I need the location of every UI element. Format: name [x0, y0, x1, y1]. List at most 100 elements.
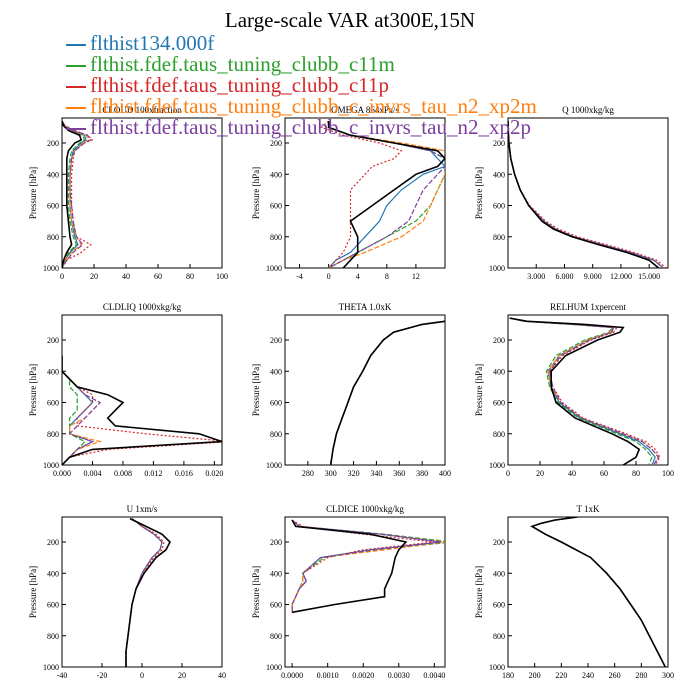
y-tick-label: 400 [493, 170, 505, 179]
panel-title: CLDLIQ 1000xkg/kg [103, 302, 182, 312]
series-line [508, 121, 664, 268]
plot-frame [507, 314, 669, 466]
series-line [530, 517, 666, 667]
y-tick-label: 200 [47, 139, 59, 148]
panel-title: THETA 1.0xK [339, 302, 392, 312]
series-line [320, 120, 403, 268]
series-line [508, 121, 664, 268]
panel-title: OMEGA 864xPa/s [331, 105, 399, 115]
y-axis-label: Pressure [hPa] [251, 566, 261, 618]
panel-title: RELHUM 1xpercent [550, 302, 626, 312]
panel: CLDLIQ 1000xkg/kg Pressure [hPa] 200 400 600… [28, 302, 223, 478]
x-tick-label: 80 [632, 469, 640, 478]
legend-label: flthist.fdef.taus_tuning_clubb_c11m [90, 52, 395, 76]
plot-frame [284, 516, 446, 668]
panel: THETA 1.0xK Pressure [hPa] 200 400 600 800 100… [251, 302, 451, 478]
series-line [62, 355, 222, 465]
y-axis-label: Pressure [hPa] [28, 167, 38, 219]
y-tick-label: 800 [493, 632, 505, 641]
x-tick-label: 40 [122, 272, 130, 281]
series-line [330, 320, 445, 465]
series-line [508, 121, 664, 268]
x-tick-label: 0.000 [53, 469, 71, 478]
x-tick-label: 20 [90, 272, 98, 281]
x-tick-label: 40 [568, 469, 576, 478]
series-line [530, 517, 666, 667]
y-tick-label: 800 [47, 430, 59, 439]
series-line [125, 517, 171, 667]
x-tick-label: 12 [412, 272, 420, 281]
x-tick-label: 20 [178, 671, 186, 680]
legend-label: flthist134.000f [90, 31, 215, 55]
y-tick-label: 200 [493, 336, 505, 345]
x-tick-label: 0.020 [205, 469, 223, 478]
y-tick-label: 200 [270, 336, 282, 345]
y-axis-label: Pressure [hPa] [28, 364, 38, 416]
y-tick-label: 800 [493, 430, 505, 439]
legend-label: flthist.fdef.taus_tuning_clubb_c_invrs_t… [90, 94, 537, 118]
y-axis-label: Pressure [hPa] [28, 566, 38, 618]
panel-title: T 1xK [576, 504, 600, 514]
x-tick-label: 9.000 [584, 272, 602, 281]
x-tick-label: 0.0010 [317, 671, 339, 680]
x-tick-label: 0.0020 [352, 671, 374, 680]
x-tick-label: 0 [327, 272, 331, 281]
y-tick-label: 1000 [266, 461, 282, 470]
series-line [330, 320, 445, 465]
x-tick-label: 20 [536, 469, 544, 478]
x-tick-label: 0.0040 [423, 671, 445, 680]
series-line [330, 320, 445, 465]
series-line [327, 121, 445, 268]
x-tick-label: -20 [97, 671, 108, 680]
panel: Q 1000xkg/kg Pressure [hPa] 200 400 600 800 10… [474, 105, 669, 281]
y-tick-label: 600 [493, 399, 505, 408]
x-tick-label: 260 [609, 671, 621, 680]
y-tick-label: 400 [493, 367, 505, 376]
y-tick-label: 600 [47, 601, 59, 610]
x-tick-label: 0.012 [144, 469, 162, 478]
plot-frame [61, 516, 223, 668]
series-line [125, 518, 163, 667]
series-line [509, 317, 656, 465]
x-tick-label: 220 [555, 671, 567, 680]
y-tick-label: 200 [493, 538, 505, 547]
series-line [329, 320, 445, 465]
y-tick-label: 400 [47, 569, 59, 578]
x-tick-label: 180 [502, 671, 514, 680]
panel-title: U 1xm/s [127, 504, 158, 514]
x-tick-label: 280 [302, 469, 314, 478]
y-tick-label: 400 [270, 367, 282, 376]
panel-title: CLOUD 100xfraction [102, 105, 182, 115]
y-tick-label: 1000 [489, 461, 505, 470]
series-line [125, 518, 165, 667]
y-axis-label: Pressure [hPa] [251, 364, 261, 416]
series-line [125, 518, 163, 667]
panel: CLDICE 1000xkg/kg Pressure [hPa] 200 400 600… [251, 504, 446, 680]
x-tick-label: 40 [218, 671, 226, 680]
x-tick-label: 280 [635, 671, 647, 680]
y-tick-label: 600 [493, 601, 505, 610]
y-tick-label: 400 [47, 170, 59, 179]
x-tick-label: 0 [506, 469, 510, 478]
y-tick-label: 200 [270, 139, 282, 148]
x-tick-label: 200 [529, 671, 541, 680]
y-tick-label: 600 [270, 601, 282, 610]
y-axis-label: Pressure [hPa] [474, 167, 484, 219]
legend-label: flthist.fdef.taus_tuning_clubb_c_invrs_t… [90, 115, 531, 139]
y-tick-label: 400 [270, 569, 282, 578]
series-line [530, 517, 666, 667]
x-tick-label: 60 [600, 469, 608, 478]
y-tick-label: 200 [47, 538, 59, 547]
y-tick-label: 1000 [489, 663, 505, 672]
x-tick-label: 4 [356, 272, 360, 281]
series-line [508, 121, 664, 268]
legend-swatch [66, 86, 86, 88]
series-line [291, 519, 408, 614]
series-line [62, 120, 86, 268]
series-line [508, 121, 660, 268]
